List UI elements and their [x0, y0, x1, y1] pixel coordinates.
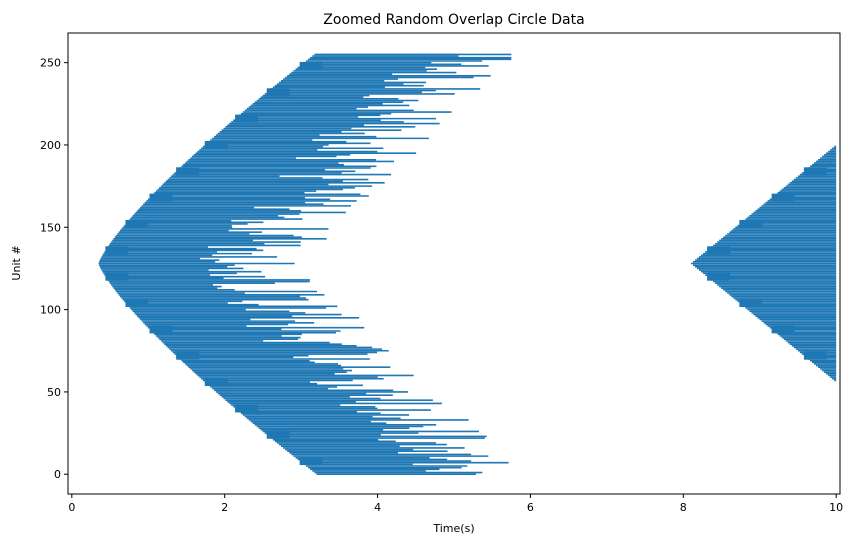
spike-burst — [266, 88, 290, 97]
spike-burst — [771, 193, 795, 202]
spike-burst — [739, 219, 763, 228]
spike-burst — [266, 430, 290, 439]
spike-burst — [149, 325, 173, 334]
spike-burst — [299, 457, 323, 466]
spike-burst — [803, 167, 827, 176]
x-tick-label: 6 — [527, 501, 534, 514]
spike-burst — [771, 325, 795, 334]
x-axis-ticks: 0 2 4 6 8 10 — [68, 494, 843, 514]
spike-burst — [176, 351, 200, 360]
x-tick-label: 10 — [829, 501, 843, 514]
y-tick-label: 0 — [54, 468, 61, 481]
y-axis-label: Unit # — [10, 245, 23, 280]
y-tick-label: 100 — [40, 304, 61, 317]
x-tick-label: 4 — [374, 501, 381, 514]
spike-burst — [149, 193, 173, 202]
y-tick-label: 250 — [40, 57, 61, 70]
spike-burst — [204, 140, 228, 149]
chart-title: Zoomed Random Overlap Circle Data — [323, 12, 584, 28]
plot-frame — [67, 32, 841, 495]
y-tick-label: 50 — [47, 386, 61, 399]
spike-burst — [235, 114, 258, 123]
spike-burst — [235, 404, 258, 413]
y-tick-label: 150 — [40, 221, 61, 234]
spike-burst — [299, 61, 323, 70]
y-tick-label: 200 — [40, 139, 61, 152]
spike-burst — [707, 246, 731, 255]
x-tick-label: 2 — [221, 501, 228, 514]
spike-burst — [105, 272, 129, 281]
spike-burst — [204, 378, 228, 387]
spike-burst — [125, 299, 149, 308]
spike-burst — [739, 299, 763, 308]
y-axis-ticks: 0 50 100 150 200 250 — [40, 57, 68, 481]
spike-burst — [125, 219, 149, 228]
spike-marks — [98, 53, 837, 476]
x-tick-label: 0 — [68, 501, 75, 514]
spike-burst — [803, 351, 827, 360]
x-tick-label: 8 — [680, 501, 687, 514]
spike-burst — [105, 246, 129, 255]
spike-burst — [707, 272, 731, 281]
spike-burst — [176, 167, 200, 176]
x-axis-label: Time(s) — [432, 522, 474, 535]
